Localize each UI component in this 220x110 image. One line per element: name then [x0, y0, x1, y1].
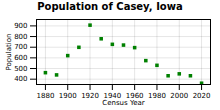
svg-text:400: 400 — [14, 75, 27, 83]
svg-text:2000: 2000 — [170, 92, 188, 100]
svg-text:1980: 1980 — [148, 92, 166, 100]
svg-text:Census Year: Census Year — [102, 99, 145, 107]
svg-text:800: 800 — [14, 33, 27, 41]
svg-text:1900: 1900 — [59, 92, 77, 100]
svg-text:500: 500 — [14, 65, 27, 73]
svg-text:Population: Population — [5, 34, 13, 71]
svg-text:1880: 1880 — [37, 92, 55, 100]
svg-text:1920: 1920 — [81, 92, 99, 100]
html-text:Population of Casey, Iowa: Population of Casey, Iowa — [37, 1, 183, 12]
svg-text:2020: 2020 — [193, 92, 211, 100]
svg-text:700: 700 — [14, 43, 27, 51]
svg-text:600: 600 — [14, 54, 27, 62]
html-text:1940 1960: 1940 1960 — [103, 92, 144, 101]
svg-text:900: 900 — [14, 22, 27, 30]
